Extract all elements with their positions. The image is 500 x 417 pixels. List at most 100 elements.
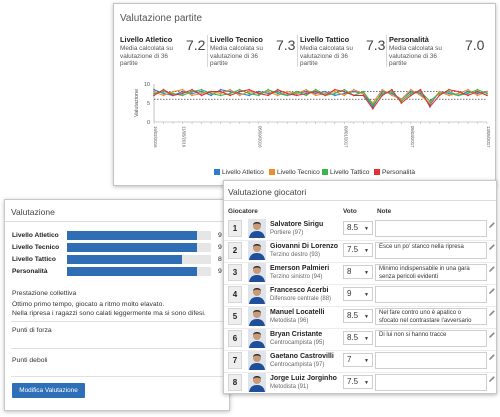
kpi-desc: Media calcolata su valutazione di 36 parti…	[120, 45, 173, 67]
vote-value: 7.5	[347, 245, 359, 254]
data-point	[343, 90, 346, 93]
data-point	[486, 94, 488, 97]
data-point	[400, 98, 403, 101]
caret-down-icon: ▼	[364, 336, 369, 342]
match-ratings-title: Valutazione partite	[120, 13, 203, 24]
rating-bar	[67, 255, 211, 264]
data-point	[219, 90, 222, 93]
note-field[interactable]	[375, 286, 487, 303]
data-point	[448, 88, 450, 91]
vote-select[interactable]: 7 ▼	[343, 353, 373, 367]
weaknesses-field[interactable]	[11, 376, 223, 377]
data-point	[409, 88, 412, 91]
data-point	[153, 90, 155, 93]
pencil-icon[interactable]	[488, 353, 496, 361]
player-row: 1 Salvatore Sirigu Portiere (97) 8.5 ▼	[224, 218, 496, 240]
player-name[interactable]: Bryan Cristante	[270, 331, 323, 338]
data-point	[200, 92, 203, 95]
data-point	[362, 94, 365, 97]
caret-down-icon: ▼	[364, 292, 369, 298]
data-point	[267, 94, 270, 97]
vote-value: 7	[347, 355, 352, 364]
note-field[interactable]: Minimo indispensabile in una gara senza p…	[375, 264, 487, 281]
player-name[interactable]: Salvatore Sirigu	[270, 221, 324, 228]
vote-select[interactable]: 8.5 ▼	[343, 221, 373, 235]
data-point	[200, 88, 203, 91]
pencil-icon[interactable]	[488, 375, 496, 383]
data-point	[486, 92, 488, 95]
data-point	[219, 94, 222, 97]
player-name[interactable]: Emerson Palmieri	[270, 265, 330, 272]
data-point	[324, 94, 327, 97]
legend-swatch	[374, 169, 380, 175]
pencil-icon[interactable]	[488, 243, 496, 251]
data-point	[229, 94, 232, 97]
vote-select[interactable]: 8.5 ▼	[343, 331, 373, 345]
pencil-icon[interactable]	[488, 221, 496, 229]
data-point	[371, 107, 374, 110]
data-point	[295, 94, 298, 97]
data-point	[448, 92, 450, 95]
kpi-tattico: Livello Tattico Media calcolata su valuta…	[300, 35, 390, 71]
pencil-icon[interactable]	[488, 265, 496, 273]
rating-label: Livello Tattico	[12, 256, 56, 263]
strengths-field[interactable]	[11, 348, 223, 349]
note-field[interactable]: Nel fare contro uno è apatico o sfocato n…	[375, 308, 487, 325]
edit-rating-button[interactable]: Modifica Valutazione	[12, 383, 85, 398]
vote-select[interactable]: 9 ▼	[343, 287, 373, 301]
y-tick-label: 0	[147, 120, 150, 126]
pencil-icon[interactable]	[488, 309, 496, 317]
data-point	[276, 88, 279, 91]
legend-item-personalita[interactable]: Personalità	[374, 169, 415, 176]
shirt-number: 4	[228, 286, 242, 303]
player-name[interactable]: Jorge Luiz Jorginho	[270, 375, 337, 382]
legend-item-tecnico[interactable]: Livello Tecnico	[269, 169, 320, 176]
data-point	[476, 92, 479, 95]
x-tick-label: 16/02/2016	[153, 126, 158, 148]
vote-value: 9	[347, 289, 352, 298]
vote-select[interactable]: 8.5 ▼	[343, 309, 373, 323]
player-name[interactable]: Giovanni Di Lorenzo	[270, 243, 339, 250]
player-name[interactable]: Gaetano Castrovilli	[270, 353, 334, 360]
data-point	[438, 92, 441, 95]
data-point	[181, 90, 184, 93]
chart-svg: 0 5 10 Valutazione 16/02/2016 11/05/2016 05/09…	[134, 82, 491, 148]
vote-select[interactable]: 8 ▼	[343, 265, 373, 279]
player-role: Centrocampista (97)	[270, 362, 325, 368]
note-field[interactable]	[375, 352, 487, 369]
data-point	[248, 94, 251, 97]
pencil-icon[interactable]	[488, 331, 496, 339]
data-point	[314, 88, 317, 91]
data-point	[390, 94, 393, 97]
data-point	[153, 92, 155, 95]
kpi-name: Livello Tecnico	[210, 35, 263, 44]
player-avatar-icon	[248, 241, 266, 260]
data-point	[267, 90, 270, 93]
player-name[interactable]: Manuel Locatelli	[270, 309, 325, 316]
kpi-value: 7.3	[366, 37, 386, 53]
player-name[interactable]: Francesco Acerbi	[270, 287, 329, 294]
note-field[interactable]: Di lui non si hanno tracce	[375, 330, 487, 347]
note-field[interactable]	[375, 220, 487, 237]
data-point	[352, 88, 355, 91]
vote-select[interactable]: 7.5 ▼	[343, 375, 373, 389]
legend-swatch	[214, 169, 220, 175]
data-point	[409, 94, 412, 97]
series-line-3	[153, 88, 488, 110]
kpi-atletico: Livello Atletico Media calcolata su valut…	[120, 35, 208, 71]
collective-text[interactable]: Ottimo primo tempo, giocato a ritmo molt…	[12, 300, 222, 318]
note-field[interactable]: Esce un po' stanco nella ripresa	[375, 242, 487, 259]
player-role: Terzino sinistro (94)	[270, 274, 323, 280]
player-ratings-panel: Valutazione giocatori Giocatore Voto Not…	[223, 180, 497, 394]
data-point	[162, 90, 165, 93]
legend-item-atletico[interactable]: Livello Atletico	[214, 169, 264, 176]
data-point	[352, 90, 355, 93]
legend-swatch	[322, 169, 328, 175]
vote-value: 8.5	[347, 333, 359, 342]
note-field[interactable]	[375, 374, 487, 391]
vote-select[interactable]: 7.5 ▼	[343, 243, 373, 257]
player-role: Difensore centrale (88)	[270, 296, 332, 302]
legend-item-tattico[interactable]: Livello Tattico	[322, 169, 369, 176]
pencil-icon[interactable]	[488, 287, 496, 295]
caret-down-icon: ▼	[364, 314, 369, 320]
